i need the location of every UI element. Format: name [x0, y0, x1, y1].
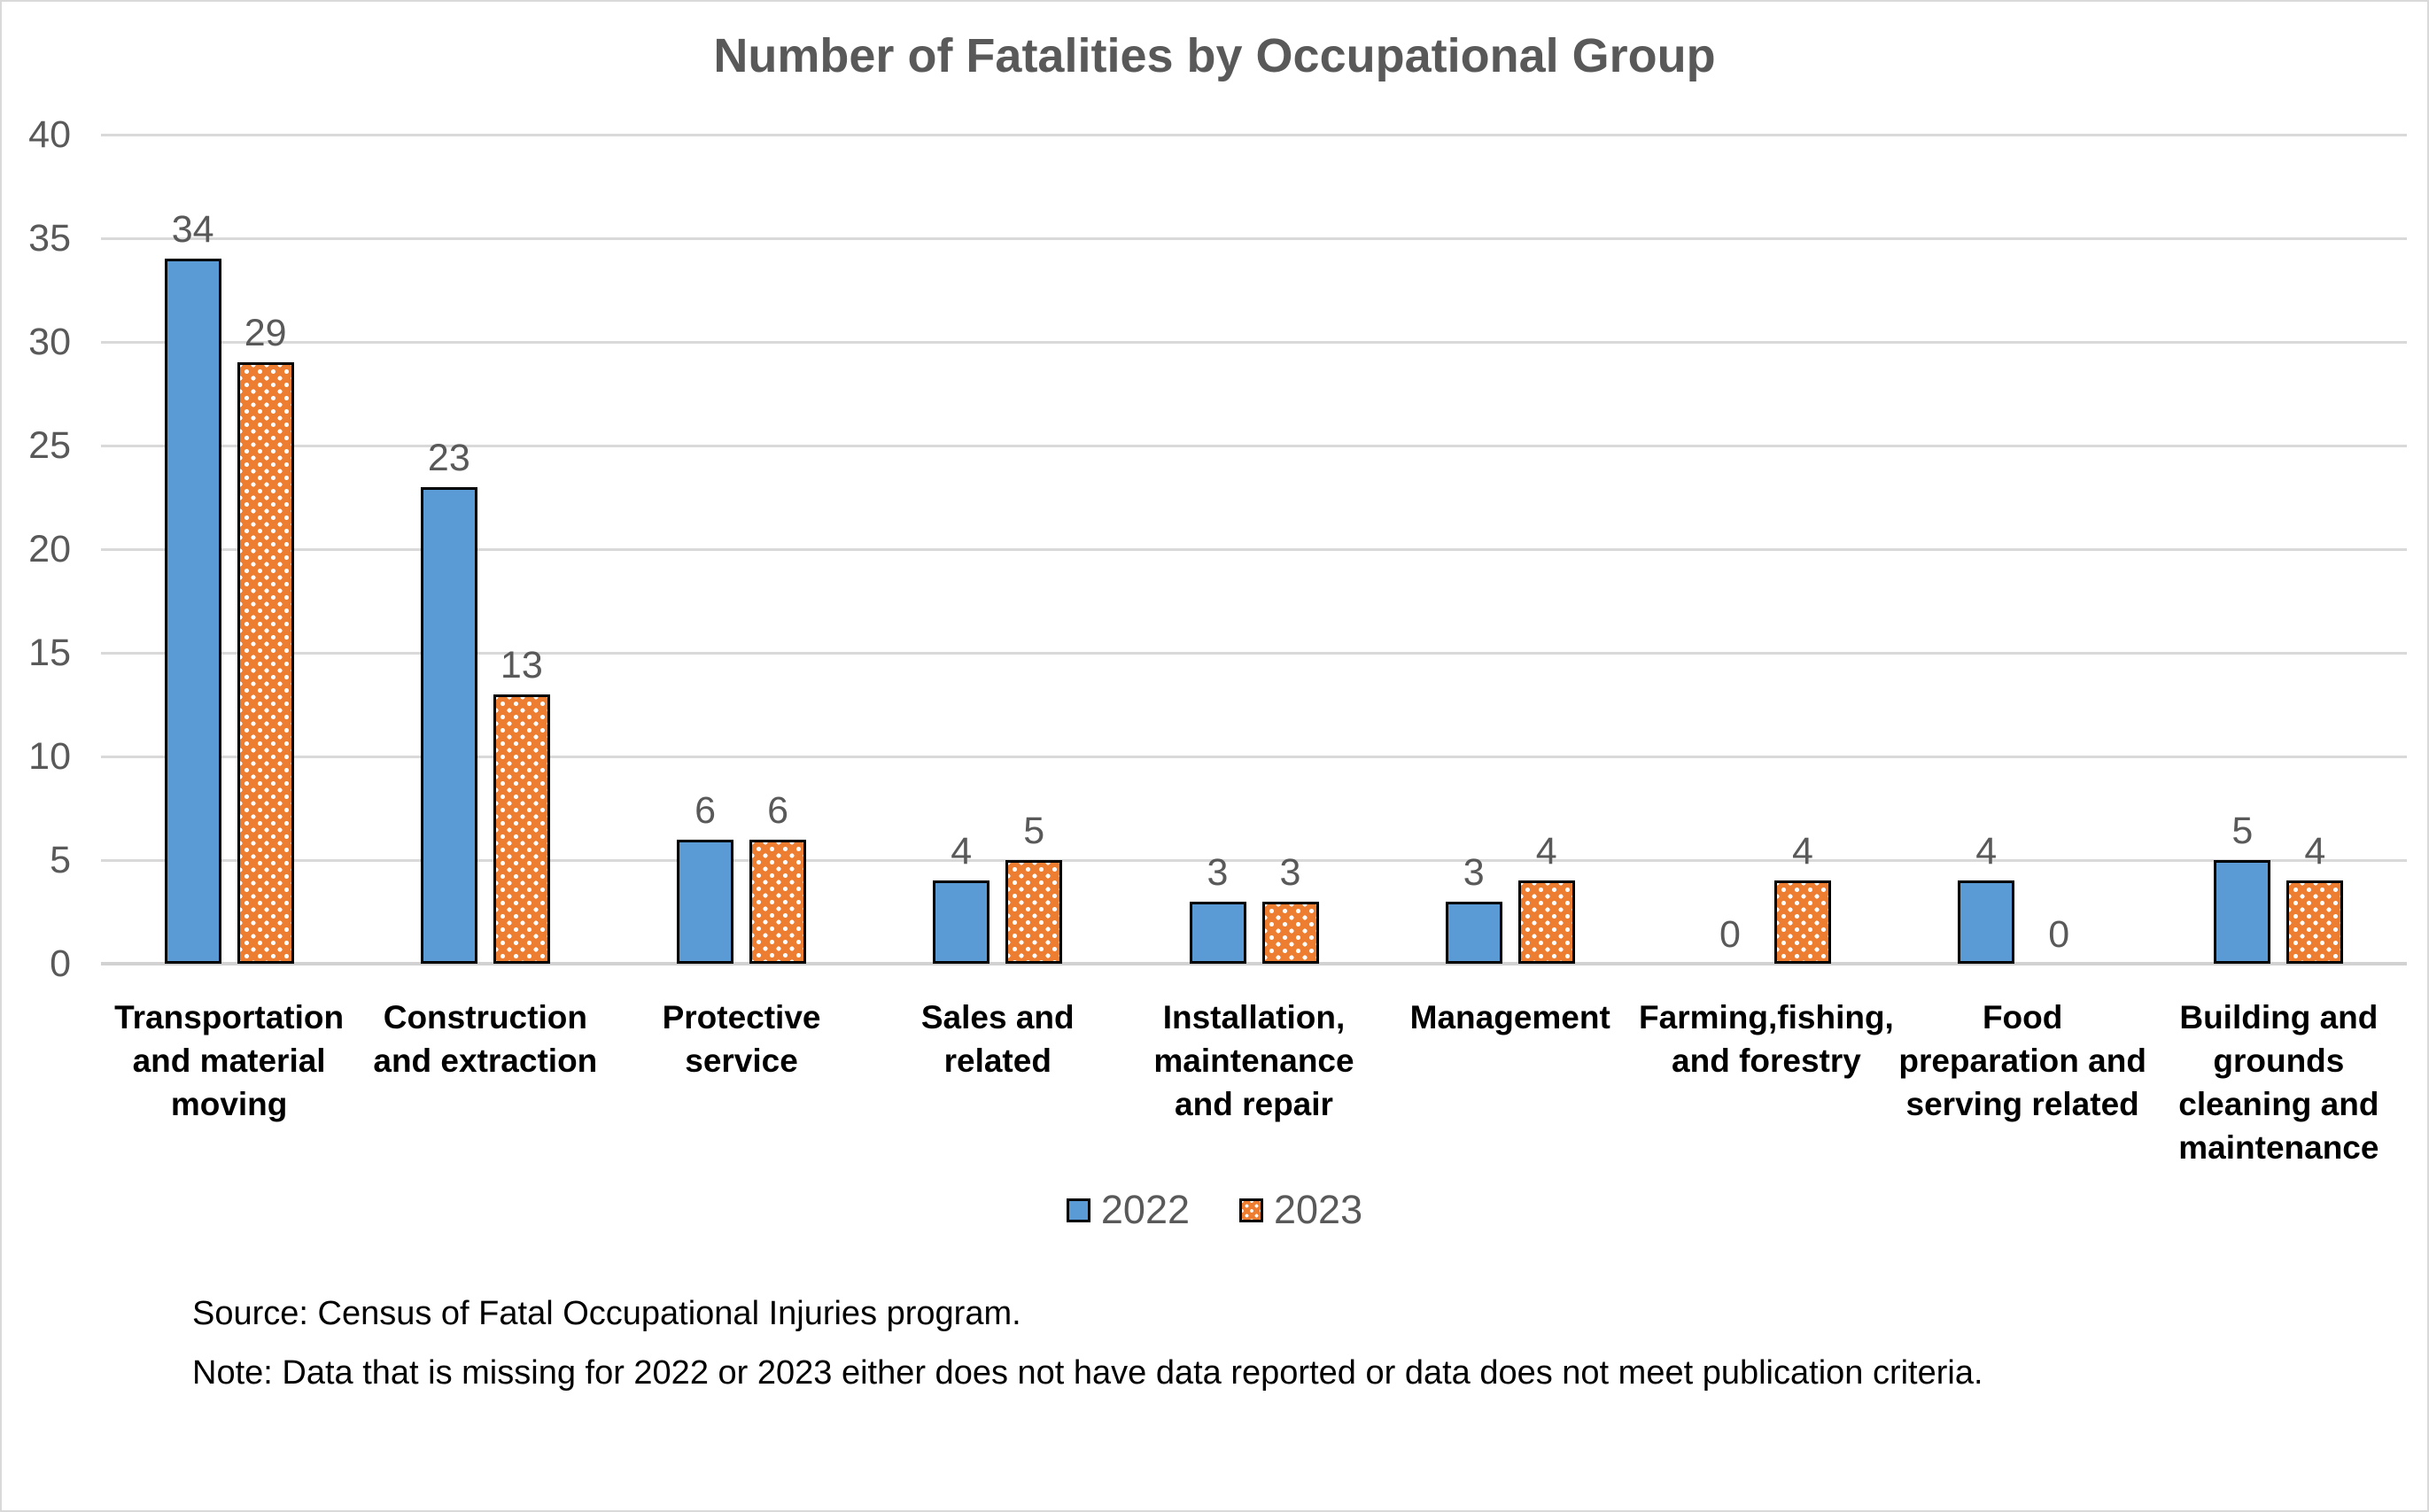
legend-swatch-2022 — [1066, 1198, 1090, 1222]
value-label-2023: 3 — [1279, 850, 1301, 894]
x-category-label: Installation, maintenance and repair — [1153, 999, 1354, 1122]
y-tick-label: 0 — [50, 942, 71, 985]
bar-2022 — [933, 880, 990, 964]
bar-2023 — [749, 839, 807, 964]
x-category-label: Sales and related — [920, 999, 1075, 1079]
bar-2022 — [420, 486, 477, 964]
value-label-2023: 4 — [1791, 830, 1813, 873]
gridline — [101, 341, 2407, 344]
y-tick-label: 30 — [28, 321, 71, 363]
bar-2022 — [1445, 901, 1502, 964]
bar-2022 — [1958, 880, 2015, 964]
x-category-label: Management — [1409, 999, 1610, 1035]
legend-swatch-2023 — [1239, 1198, 1263, 1222]
gridline — [101, 134, 2407, 136]
gridline — [101, 237, 2407, 240]
bar-2023 — [1261, 901, 1319, 964]
y-tick-label: 5 — [50, 839, 71, 881]
bar-2023 — [493, 694, 550, 964]
bar-2023 — [1773, 880, 1831, 964]
footnotes: Source: Census of Fatal Occupational Inj… — [192, 1284, 2044, 1403]
bar-2023 — [1005, 860, 1063, 964]
gridline — [101, 859, 2407, 862]
x-category-label: Protective service — [662, 999, 821, 1079]
legend-label-2023: 2023 — [1274, 1187, 1363, 1232]
value-label-2023: 29 — [244, 312, 287, 355]
y-tick-label: 25 — [28, 424, 71, 467]
gridline — [101, 756, 2407, 758]
legend: 2022 2023 — [2, 1187, 2427, 1233]
value-label-2022: 3 — [1207, 850, 1229, 894]
bar-2023 — [1517, 880, 1575, 964]
gridline — [101, 548, 2407, 551]
chart-title: Number of Fatalities by Occupational Gro… — [713, 29, 1716, 82]
value-label-2022: 6 — [695, 788, 716, 832]
x-category-label: Construction and extraction — [373, 999, 598, 1079]
x-category-label: Transportation and material moving — [114, 999, 345, 1122]
bar-2022 — [2214, 860, 2271, 964]
bar-2022 — [1189, 901, 1246, 964]
x-category-label: Farming,fishing, and forestry — [1639, 999, 1894, 1079]
bar-2022 — [677, 839, 734, 964]
value-label-2022: 4 — [951, 830, 973, 873]
y-tick-label: 15 — [28, 632, 71, 674]
value-label-2023: 4 — [2304, 830, 2326, 873]
value-label-2023: 4 — [1535, 830, 1557, 873]
value-label-2022: 3 — [1463, 850, 1485, 894]
bar-2023 — [2286, 880, 2344, 964]
value-label-2022: 0 — [1719, 913, 1741, 956]
value-label-2022: 23 — [427, 436, 470, 479]
legend-item-2023: 2023 — [1239, 1187, 1362, 1233]
bar-2022 — [164, 259, 221, 964]
legend-item-2022: 2022 — [1066, 1187, 1190, 1233]
x-category-label: Building and grounds cleaning and mainte… — [2178, 999, 2379, 1166]
value-label-2023: 0 — [2048, 913, 2070, 956]
gridline — [101, 652, 2407, 655]
value-label-2023: 13 — [500, 643, 543, 686]
legend-label-2022: 2022 — [1100, 1187, 1190, 1232]
value-label-2023: 6 — [767, 788, 788, 832]
note-text: Note: Data that is missing for 2022 or 2… — [192, 1354, 1983, 1392]
value-label-2022: 5 — [2231, 810, 2254, 852]
y-tick-label: 40 — [28, 113, 71, 156]
y-tick-label: 35 — [28, 217, 71, 260]
x-axis-line — [101, 962, 2407, 965]
gridline — [101, 445, 2407, 447]
y-tick-label: 20 — [28, 528, 71, 570]
source-text: Source: Census of Fatal Occupational Inj… — [192, 1295, 1021, 1332]
y-tick-label: 10 — [28, 735, 71, 778]
value-label-2022: 4 — [1975, 830, 1998, 873]
value-label-2022: 34 — [171, 208, 214, 252]
x-category-label: Food preparation and serving related — [1898, 999, 2146, 1122]
value-label-2023: 5 — [1023, 810, 1045, 852]
bar-2023 — [237, 362, 294, 964]
